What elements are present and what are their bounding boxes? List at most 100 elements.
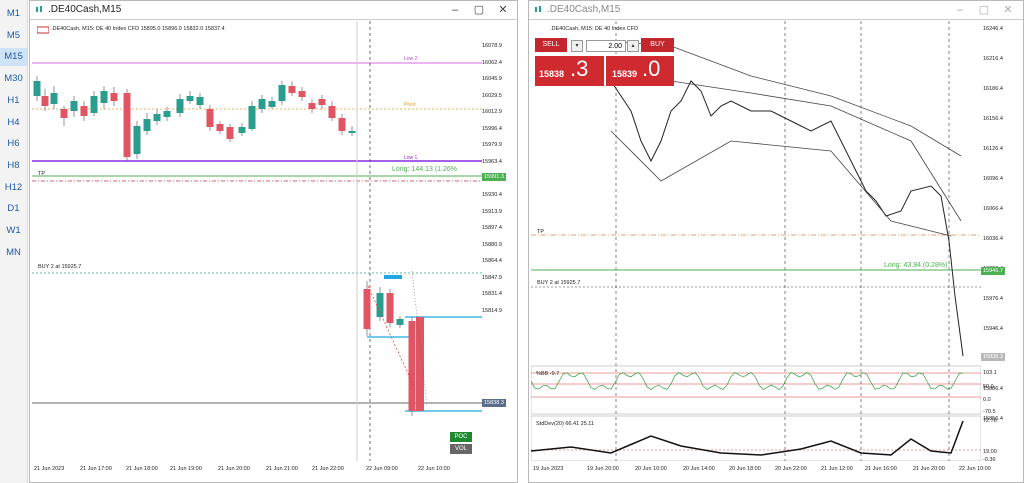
- timeframe-m30[interactable]: M30: [4, 73, 23, 85]
- stddev-line: [531, 420, 964, 456]
- candle: [308, 103, 316, 109]
- buy-order-label: BUY 2 at 15925.7: [38, 264, 82, 270]
- price-tick: 15856.4: [983, 416, 1003, 422]
- time-tick: 20 Jun 10:00: [635, 466, 667, 472]
- time-tick: 21 Jun 17:00: [80, 466, 112, 472]
- candle: [33, 81, 41, 96]
- candle: [386, 293, 394, 323]
- candle: [60, 109, 68, 118]
- lot-decrease-button[interactable]: ▾: [571, 40, 583, 52]
- candle: [133, 126, 141, 154]
- candle: [268, 101, 276, 107]
- buy-button[interactable]: BUY: [641, 38, 674, 52]
- close-button[interactable]: ✕: [1003, 4, 1013, 16]
- timeframe-h12[interactable]: H12: [4, 181, 23, 193]
- timeframe-m15[interactable]: M15: [0, 48, 27, 67]
- right-chart-canvas[interactable]: [531, 21, 981, 461]
- candle: [110, 93, 118, 101]
- timeframe-h4[interactable]: H4: [7, 116, 20, 128]
- stddev-tick: -0.36: [983, 457, 996, 463]
- candle: [196, 97, 204, 105]
- price-tick: 15946.4: [983, 326, 1003, 332]
- price-tick: 15814.9: [482, 307, 502, 314]
- one-click-trading-panel: SELL BUY 15838 .3 15839 .0: [535, 38, 674, 86]
- price-tick: 15963.4: [482, 158, 502, 165]
- tp-line-label: TP: [537, 229, 545, 235]
- price-tick: 16012.9: [482, 109, 502, 116]
- candle: [100, 91, 108, 103]
- price-tick: 15996.4: [482, 125, 502, 132]
- candle: [328, 106, 336, 118]
- time-tick: 21 Jun 2023: [34, 466, 65, 472]
- vol-button[interactable]: VOL: [450, 444, 472, 454]
- price-tick: 15847.9: [482, 274, 502, 281]
- trade-path: [367, 285, 417, 392]
- chart-icon: [36, 6, 42, 12]
- candle: [338, 118, 346, 131]
- left-title-bar: .DE40Cash,M15 – ▢ ✕: [30, 1, 517, 19]
- timeframe-m5[interactable]: M5: [6, 29, 21, 41]
- percent-bb-tick: 103.1: [983, 370, 997, 376]
- close-button[interactable]: ✕: [498, 4, 508, 16]
- stddev-tick: 72.76: [983, 418, 997, 424]
- candle: [238, 127, 246, 133]
- price-tick: 15897.4: [482, 225, 502, 232]
- time-tick: 20 Jun 14:00: [683, 466, 715, 472]
- tp-line-label: TP: [38, 171, 46, 177]
- maximize-button[interactable]: ▢: [978, 4, 990, 16]
- price-tick: 15913.9: [482, 208, 502, 215]
- left-chart-canvas[interactable]: [32, 21, 482, 461]
- time-tick: 19 Jun 20:00: [587, 466, 619, 472]
- long-label: Long: 144.13 (1.26%: [392, 166, 457, 173]
- timeframe-mn[interactable]: MN: [6, 246, 21, 258]
- bb-lower: [610, 130, 952, 237]
- instrument-icon: [37, 26, 49, 34]
- percent-bb-panel: [531, 365, 981, 415]
- timeframe-m1[interactable]: M1: [6, 8, 21, 19]
- buy-price-big: .0: [642, 56, 661, 81]
- price-tick: 15886.4: [983, 386, 1003, 392]
- price-tick: 16126.4: [983, 146, 1003, 152]
- tp-price-tag: 15946.7: [981, 267, 1005, 275]
- time-tick: 21 Jun 19:00: [170, 466, 202, 472]
- right-title-bar: .DE40Cash,M15 – ▢ ✕: [529, 1, 1023, 19]
- price-tick: 15880.9: [482, 241, 502, 248]
- time-tick: 19 Jun 2023: [533, 466, 564, 472]
- percent-bb-line: [531, 371, 964, 391]
- timeframe-h8[interactable]: H8: [7, 159, 20, 171]
- lot-increase-button[interactable]: ▴: [627, 40, 639, 52]
- price-tick: 15976.4: [983, 296, 1003, 302]
- candle: [70, 101, 78, 111]
- trade-marker: [384, 275, 402, 279]
- candle: [226, 127, 234, 139]
- candle: [318, 99, 326, 105]
- maximize-button[interactable]: ▢: [473, 4, 485, 16]
- lot-size-input[interactable]: 2.00: [586, 40, 626, 52]
- price-tick: 15930.4: [482, 191, 502, 198]
- sell-button[interactable]: SELL: [535, 38, 567, 52]
- buy-price-main: 15839: [612, 69, 638, 79]
- candle: [298, 91, 306, 97]
- poc-button[interactable]: POC: [450, 432, 472, 442]
- buy-price-box[interactable]: 15839 .0: [606, 56, 674, 86]
- price-tick: 16066.4: [983, 206, 1003, 212]
- timeframe-d1[interactable]: D1: [7, 203, 20, 215]
- timeframe-h6[interactable]: H6: [7, 138, 20, 150]
- left-chart-window: .DE40Cash,M15 – ▢ ✕ .DE40Cash, M15: DE 4…: [29, 0, 518, 483]
- left-window-title: .DE40Cash,M15: [48, 4, 122, 15]
- candle: [123, 93, 131, 157]
- sell-price-box[interactable]: 15838 .3: [535, 56, 604, 86]
- candle: [396, 319, 404, 325]
- minimize-button[interactable]: –: [956, 4, 964, 16]
- price-tick: 16186.4: [983, 86, 1003, 92]
- stddev-label: StdDev(20) 66.41 25.11: [536, 421, 594, 427]
- price-tick: 16216.4: [983, 56, 1003, 62]
- candle: [278, 85, 286, 101]
- timeframe-h1[interactable]: H1: [7, 94, 20, 106]
- timeframe-w1[interactable]: W1: [6, 225, 21, 236]
- price-tick: 16246.4: [983, 26, 1003, 32]
- candle: [163, 111, 171, 117]
- timeframe-sidebar: M1 M5 M15 M30 H1 H4 H6 H8 H12 D1 W1 MN: [0, 0, 28, 483]
- minimize-button[interactable]: –: [451, 4, 459, 16]
- sell-price-main: 15838: [539, 69, 565, 79]
